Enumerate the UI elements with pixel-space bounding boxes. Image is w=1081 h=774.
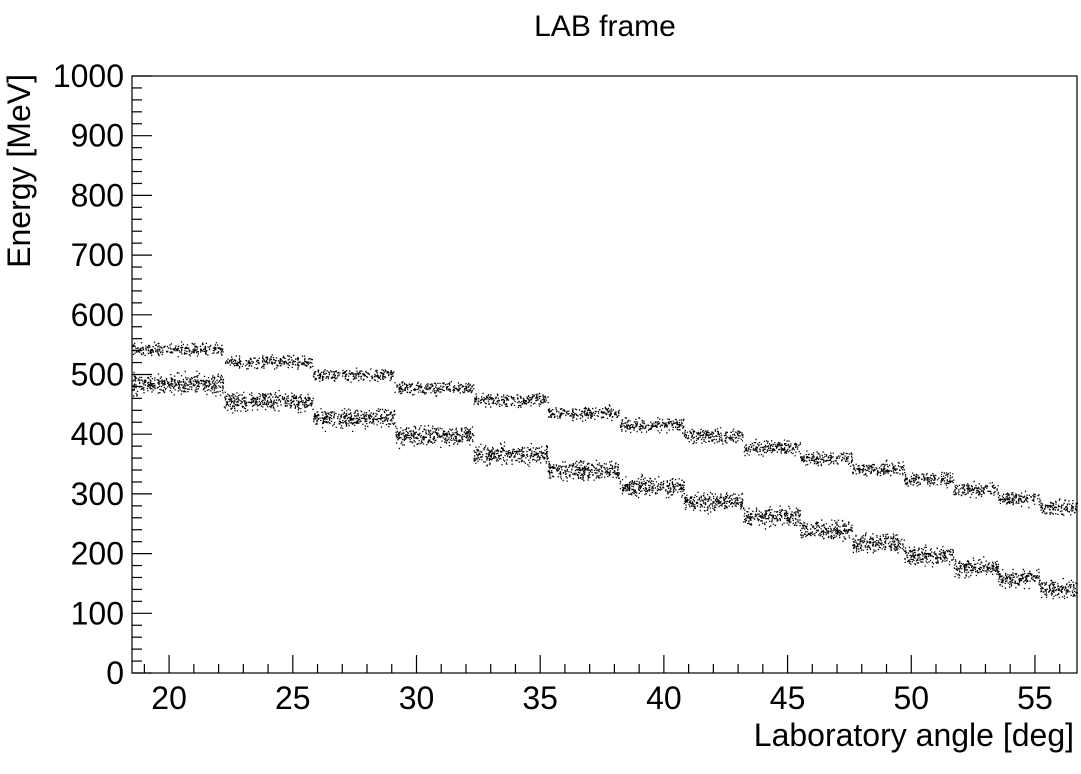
series-1-bin-11 bbox=[852, 459, 905, 477]
series-1-bin-7 bbox=[619, 417, 685, 434]
series-2-bin-3 bbox=[313, 408, 396, 432]
series-1-bin-12 bbox=[904, 471, 955, 489]
series-1-bin-9 bbox=[743, 438, 802, 457]
series-2-bin-9 bbox=[743, 505, 802, 530]
y-tick-label: 1000 bbox=[53, 58, 124, 94]
series-2-bin-12-dots bbox=[904, 544, 955, 568]
y-tick-label: 600 bbox=[71, 297, 124, 333]
series-1-bin-11-dots bbox=[852, 459, 905, 477]
series-2-bin-13-dots bbox=[953, 556, 1000, 579]
series-2-bin-9-dots bbox=[743, 505, 802, 530]
series-2-bin-5 bbox=[473, 441, 549, 467]
y-tick-label: 900 bbox=[71, 118, 124, 154]
series-1-bin-8-dots bbox=[683, 427, 744, 445]
y-tick-label: 100 bbox=[71, 595, 124, 631]
series-2-bin-4-dots bbox=[395, 424, 475, 450]
series-1-bin-14-dots bbox=[998, 490, 1042, 509]
series-1-bin-6 bbox=[547, 404, 620, 422]
series-1-bin-2-dots bbox=[225, 354, 314, 370]
series-1-bin-1-dots bbox=[132, 341, 224, 358]
series-1-bin-2 bbox=[225, 354, 314, 370]
series-2-bin-14-dots bbox=[997, 568, 1041, 590]
series-1-bin-12-dots bbox=[904, 471, 955, 489]
x-tick-label: 40 bbox=[646, 680, 682, 716]
series-2-bin-7-dots bbox=[619, 473, 685, 499]
series-2-bin-11 bbox=[852, 532, 906, 554]
series-2-bin-10 bbox=[800, 519, 853, 542]
series-2-bin-7 bbox=[619, 473, 685, 499]
axes: 20 25 30 35 40 45 50 55 0 100 200 300 400 500 600 700 80… bbox=[53, 58, 1078, 716]
series-1-bin-15 bbox=[1040, 498, 1079, 516]
series-2-bin-8 bbox=[683, 491, 745, 515]
x-tick-label: 50 bbox=[893, 680, 929, 716]
y-axis-title: Energy [MeV] bbox=[1, 74, 37, 268]
series-2-bin-6-dots bbox=[547, 459, 620, 482]
series-2-bin-10-dots bbox=[800, 519, 853, 542]
series-2-bin-15 bbox=[1039, 577, 1078, 600]
series-1-bin-5-dots bbox=[473, 392, 549, 409]
scatter-points bbox=[132, 341, 1079, 600]
y-tick-label: 800 bbox=[71, 177, 124, 213]
series-2-points bbox=[132, 370, 1078, 600]
x-tick-label: 35 bbox=[522, 680, 558, 716]
y-tick-label: 200 bbox=[71, 536, 124, 572]
series-1-bin-10-dots bbox=[800, 450, 853, 467]
series-1-bin-13-dots bbox=[953, 480, 1000, 499]
series-2-bin-1 bbox=[132, 370, 225, 397]
series-1-bin-10 bbox=[800, 450, 853, 467]
series-2-bin-11-dots bbox=[852, 532, 906, 554]
series-2-bin-13 bbox=[953, 556, 1000, 579]
series-2-bin-2 bbox=[223, 390, 314, 414]
series-1-bin-6-dots bbox=[547, 404, 620, 422]
series-2-bin-2-dots bbox=[223, 390, 314, 414]
series-2-bin-14 bbox=[997, 568, 1041, 590]
y-tick-label: 0 bbox=[106, 655, 124, 691]
series-2-bin-3-dots bbox=[313, 408, 396, 432]
x-tick-label: 30 bbox=[399, 680, 435, 716]
series-1-bin-15-dots bbox=[1040, 498, 1079, 516]
series-2-bin-6 bbox=[547, 459, 620, 482]
series-1-bin-4 bbox=[394, 381, 475, 397]
series-1-bin-3-dots bbox=[312, 367, 395, 383]
series-2-bin-1-dots bbox=[132, 370, 225, 397]
chart-title: LAB frame bbox=[534, 10, 676, 43]
series-1-bin-4-dots bbox=[394, 381, 475, 397]
series-1-bin-7-dots bbox=[619, 417, 685, 434]
x-tick-label: 45 bbox=[770, 680, 806, 716]
y-tick-label: 400 bbox=[71, 416, 124, 452]
series-2-bin-4 bbox=[395, 424, 475, 450]
series-2-bin-8-dots bbox=[683, 491, 745, 515]
y-tick-label: 500 bbox=[71, 357, 124, 393]
y-tick-label: 300 bbox=[71, 476, 124, 512]
x-tick-label: 25 bbox=[275, 680, 311, 716]
series-2-bin-15-dots bbox=[1039, 577, 1078, 600]
series-1-bin-9-dots bbox=[743, 438, 802, 457]
series-1-bin-1 bbox=[132, 341, 224, 358]
series-1-bin-8 bbox=[683, 427, 744, 445]
series-1-points bbox=[132, 341, 1079, 516]
series-2-bin-5-dots bbox=[473, 441, 549, 467]
x-tick-label: 20 bbox=[151, 680, 187, 716]
series-1-bin-3 bbox=[312, 367, 395, 383]
y-tick-label: 700 bbox=[71, 237, 124, 273]
series-2-bin-12 bbox=[904, 544, 955, 568]
series-1-bin-13 bbox=[953, 480, 1000, 499]
series-1-bin-14 bbox=[998, 490, 1042, 509]
x-axis-title: Laboratory angle [deg] bbox=[754, 717, 1074, 753]
series-1-bin-5 bbox=[473, 392, 549, 409]
x-tick-label: 55 bbox=[1017, 680, 1053, 716]
